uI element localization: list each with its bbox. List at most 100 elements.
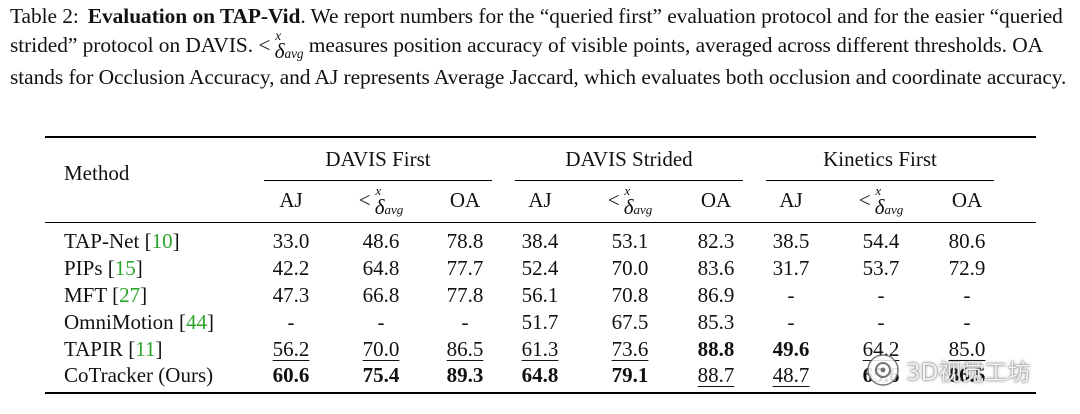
group-rule-kinetics-first bbox=[766, 180, 994, 181]
table-row: PIPs [15] 42.2 64.8 77.7 52.4 70.0 83.6 31.7 53.… bbox=[0, 255, 1080, 281]
value-cell: - bbox=[963, 310, 971, 334]
method-name: TAPIR bbox=[64, 337, 123, 361]
value-cell: 85.0 bbox=[948, 337, 986, 361]
sub-header-oa: OA bbox=[951, 188, 983, 212]
group-header-davis-first: DAVIS First bbox=[325, 147, 431, 171]
value-cell: 56.1 bbox=[521, 283, 559, 307]
citation-link[interactable]: 15 bbox=[114, 256, 136, 280]
bottom-rule bbox=[45, 392, 1036, 394]
group-header-davis-strided: DAVIS Strided bbox=[565, 147, 693, 171]
method-cell: TAPIR [11] bbox=[64, 336, 162, 362]
value-cell: 70.0 bbox=[611, 256, 649, 280]
value-cell: 77.8 bbox=[446, 283, 484, 307]
sub-header-delta-avg: < δ x avg bbox=[607, 183, 653, 219]
citation: [44] bbox=[178, 310, 214, 334]
value-cell: 51.7 bbox=[521, 310, 559, 334]
top-rule bbox=[45, 136, 1036, 138]
value-cell: 38.4 bbox=[521, 229, 559, 253]
group-rule-davis-first bbox=[264, 180, 492, 181]
value-cell: 38.5 bbox=[772, 229, 810, 253]
value-cell: 88.8 bbox=[697, 337, 735, 361]
value-cell: 83.6 bbox=[697, 256, 735, 280]
caption-text-1: . We report numbers for the “queried fir… bbox=[10, 4, 1063, 57]
method-name: PIPs bbox=[64, 256, 103, 280]
sub-header-oa: OA bbox=[449, 188, 481, 212]
sub-header-aj: AJ bbox=[279, 188, 303, 212]
value-cell: 61.3 bbox=[521, 337, 559, 361]
camera-logo-icon bbox=[867, 354, 899, 386]
method-name: OmniMotion bbox=[64, 310, 174, 334]
value-cell: 52.4 bbox=[521, 256, 559, 280]
caption-title: Evaluation on TAP-Vid bbox=[87, 4, 301, 28]
value-cell: - bbox=[787, 283, 795, 307]
sub-header-aj: AJ bbox=[528, 188, 552, 212]
group-header-kinetics-first: Kinetics First bbox=[823, 147, 937, 171]
value-cell: 86.5 bbox=[446, 337, 484, 361]
method-cell: PIPs [15] bbox=[64, 255, 143, 281]
caption-metric: < δ x avg bbox=[258, 27, 304, 64]
value-cell: 82.3 bbox=[697, 229, 735, 253]
citation: [11] bbox=[128, 337, 163, 361]
value-cell: 42.2 bbox=[272, 256, 310, 280]
value-cell: 75.4 bbox=[362, 363, 400, 387]
value-cell: 48.7 bbox=[772, 363, 810, 387]
value-cell: 31.7 bbox=[772, 256, 810, 280]
caption-label: Table 2: bbox=[10, 4, 79, 28]
method-cell: OmniMotion [44] bbox=[64, 309, 214, 335]
citation: [15] bbox=[107, 256, 143, 280]
value-cell: 72.9 bbox=[948, 256, 986, 280]
value-cell: 54.4 bbox=[862, 229, 900, 253]
citation: [27] bbox=[112, 283, 148, 307]
mid-rule bbox=[45, 222, 1036, 223]
value-cell: 60.6 bbox=[272, 363, 310, 387]
value-cell: 53.7 bbox=[862, 256, 900, 280]
value-cell: 64.8 bbox=[521, 363, 559, 387]
method-cell: TAP-Net [10] bbox=[64, 228, 180, 254]
watermark-text: 3D视觉工坊 bbox=[906, 360, 1031, 386]
table-row: TAPIR [11] 56.2 70.0 86.5 61.3 73.6 88.8 49.6 64… bbox=[0, 336, 1080, 362]
sub-header-aj: AJ bbox=[779, 188, 803, 212]
sub-header-oa: OA bbox=[700, 188, 732, 212]
value-cell: - bbox=[877, 310, 885, 334]
method-name: MFT bbox=[64, 283, 107, 307]
sub-header-delta-avg: < δ x avg bbox=[858, 183, 904, 219]
value-cell: 85.3 bbox=[697, 310, 735, 334]
value-cell: 48.6 bbox=[362, 229, 400, 253]
method-name: TAP-Net bbox=[64, 229, 140, 253]
method-name: CoTracker (Ours) bbox=[64, 363, 214, 387]
citation-link[interactable]: 11 bbox=[135, 337, 156, 361]
citation-link[interactable]: 27 bbox=[119, 283, 141, 307]
method-header: Method bbox=[64, 161, 130, 185]
sub-header-delta-avg: < δ x avg bbox=[358, 183, 404, 219]
value-cell: 73.6 bbox=[611, 337, 649, 361]
citation-link[interactable]: 44 bbox=[185, 310, 207, 334]
table-row: TAP-Net [10] 33.0 48.6 78.8 38.4 53.1 82.3 38.5… bbox=[0, 228, 1080, 254]
value-cell: 49.6 bbox=[772, 337, 810, 361]
value-cell: - bbox=[377, 310, 385, 334]
caption-text-2: measures position accuracy of visible po… bbox=[10, 32, 1067, 89]
value-cell: - bbox=[287, 310, 295, 334]
value-cell: 77.7 bbox=[446, 256, 484, 280]
value-cell: 53.1 bbox=[611, 229, 649, 253]
value-cell: 88.7 bbox=[697, 363, 735, 387]
citation: [10] bbox=[144, 229, 180, 253]
method-cell: CoTracker (Ours) bbox=[64, 362, 213, 388]
value-cell: 70.0 bbox=[362, 337, 400, 361]
value-cell: 78.8 bbox=[446, 229, 484, 253]
value-cell: 79.1 bbox=[611, 363, 649, 387]
value-cell: 56.2 bbox=[272, 337, 310, 361]
value-cell: 67.5 bbox=[611, 310, 649, 334]
method-cell: MFT [27] bbox=[64, 282, 147, 308]
value-cell: 47.3 bbox=[272, 283, 310, 307]
value-cell: 80.6 bbox=[948, 229, 986, 253]
table-row: MFT [27] 47.3 66.8 77.8 56.1 70.8 86.9 - - - bbox=[0, 282, 1080, 308]
value-cell: 66.8 bbox=[362, 283, 400, 307]
citation-link[interactable]: 10 bbox=[151, 229, 173, 253]
table-caption: Table 2: Evaluation on TAP-Vid. We report… bbox=[10, 2, 1072, 91]
watermark: 3D视觉工坊 bbox=[866, 348, 1030, 392]
value-cell: 86.5 bbox=[948, 363, 986, 387]
value-cell: - bbox=[877, 283, 885, 307]
value-cell: 33.0 bbox=[272, 229, 310, 253]
table-row: OmniMotion [44] - - - 51.7 67.5 85.3 - - - bbox=[0, 309, 1080, 335]
value-cell: - bbox=[461, 310, 469, 334]
